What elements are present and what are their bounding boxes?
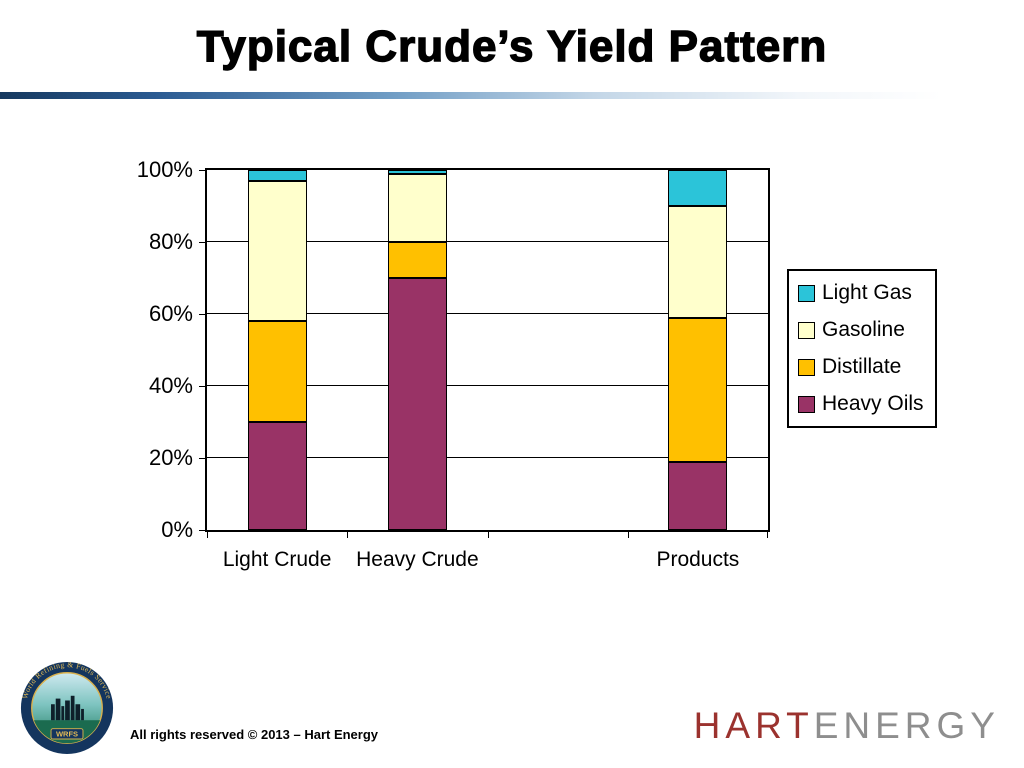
bar-segment-light-gas: [668, 170, 728, 206]
plot-gridline: [207, 385, 768, 386]
bar-segment-heavy-oils: [387, 278, 447, 530]
bar-segment-light-gas: [247, 170, 307, 181]
legend-label: Distillate: [822, 355, 902, 378]
brand-energy: ENERGY: [813, 705, 1000, 746]
legend-label: Gasoline: [822, 318, 905, 341]
y-axis-tick-label: 60%: [148, 301, 193, 326]
y-axis-tick-label: 40%: [148, 373, 193, 398]
bar-segment-heavy-oils: [247, 422, 307, 530]
bar-segment-gasoline: [387, 173, 447, 242]
chart-legend: Light Gas Gasoline Distillate Heavy Oils: [787, 269, 937, 428]
y-axis-tick: [199, 385, 207, 387]
x-axis-category-label: Heavy Crude: [356, 548, 479, 571]
hart-energy-wordmark: HARTENERGY: [694, 705, 1000, 747]
y-axis-tick: [199, 313, 207, 315]
legend-swatch-gasoline: [798, 321, 815, 339]
legend-swatch-distillate: [798, 358, 815, 376]
x-axis-tick: [347, 530, 349, 538]
logo-banner: [50, 728, 84, 740]
x-axis-tick: [487, 530, 489, 538]
slide-title: Typical Crude’s Yield Pattern: [196, 21, 828, 71]
x-axis-category-label: Light Crude: [222, 548, 332, 571]
legend-item-heavy-oils: Heavy Oils: [798, 392, 926, 416]
y-axis-tick-label: 80%: [148, 229, 193, 254]
y-axis-tick: [199, 457, 207, 459]
stacked-bar-products: [668, 170, 728, 530]
legend-swatch-heavy-oils: [798, 395, 815, 413]
x-axis-tick: [207, 530, 208, 538]
plot-gridline: [207, 457, 768, 458]
y-axis-tick: [199, 241, 207, 243]
legend-item-light-gas: Light Gas: [798, 281, 926, 305]
wrfs-logo: World Refining & Fuels Service WRFS: [20, 661, 113, 755]
legend-item-gasoline: Gasoline: [798, 318, 926, 342]
legend-item-distillate: Distillate: [798, 355, 926, 379]
x-axis-category-label: Products: [656, 548, 740, 571]
plot-area: 0% 20% 40% 60% 80% 100% Light Crude Heavy Crude…: [137, 159, 770, 571]
bar-segment-gasoline: [668, 206, 728, 318]
stacked-bar-heavy-crude: [387, 170, 447, 530]
bar-segment-gasoline: [247, 180, 307, 322]
y-axis-tick: [199, 529, 207, 531]
legend-swatch-light-gas: [798, 284, 815, 302]
plot-gridline: [207, 313, 768, 314]
legend-label: Light Gas: [822, 281, 912, 304]
city-skyline-icon: [51, 695, 84, 721]
copyright-text: All rights reserved © 2013 – Hart Energy: [130, 727, 379, 742]
stacked-bar-light-crude: [247, 170, 307, 530]
bar-segment-distillate: [247, 321, 307, 422]
bar-segment-heavy-oils: [668, 461, 728, 530]
y-axis-tick: [199, 169, 207, 171]
title-divider-rule: [0, 92, 1024, 99]
y-axis-tick-label: 100%: [136, 157, 193, 182]
bar-segment-distillate: [668, 317, 728, 462]
x-axis-tick: [767, 530, 768, 538]
bar-segment-distillate: [387, 242, 447, 278]
legend-label: Heavy Oils: [822, 392, 924, 415]
x-axis-tick: [627, 530, 629, 538]
logo-banner-text: WRFS: [56, 730, 78, 739]
plot-gridline: [207, 241, 768, 242]
y-axis-tick-label: 20%: [148, 445, 193, 470]
brand-hart: HART: [693, 705, 814, 746]
y-axis-tick-label: 0%: [161, 517, 193, 542]
bar-segment-light-gas: [387, 170, 447, 174]
